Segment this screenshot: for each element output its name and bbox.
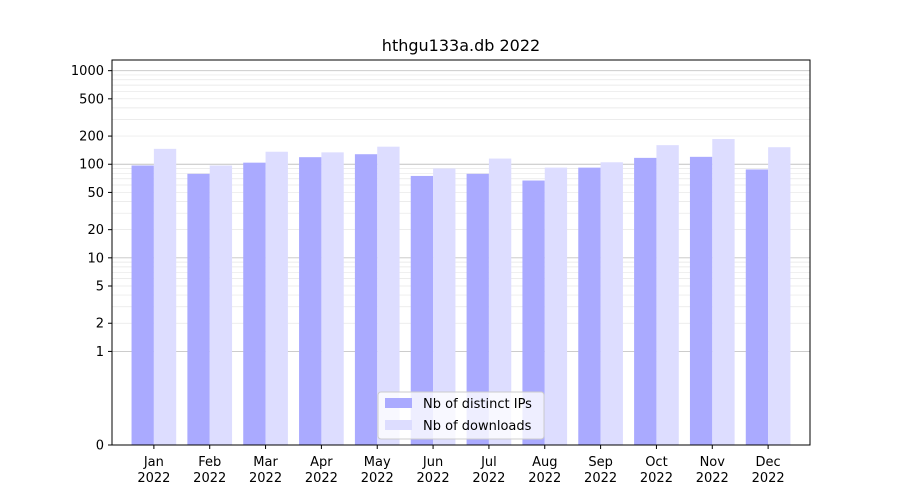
bar-downloads xyxy=(433,168,456,445)
x-axis: Jan2022Feb2022Mar2022Apr2022May2022Jun20… xyxy=(137,445,785,486)
bars xyxy=(131,139,791,446)
bar-downloads xyxy=(209,165,233,446)
bar-downloads xyxy=(656,145,679,445)
y-tick-label: 20 xyxy=(87,223,104,238)
y-tick-label: 2 xyxy=(96,317,104,332)
legend-swatch-distinct-ips xyxy=(385,398,412,408)
bar-distinct-ips xyxy=(299,157,322,445)
bar-distinct-ips xyxy=(578,167,601,445)
bar-downloads xyxy=(321,152,344,445)
bar-distinct-ips xyxy=(354,154,378,446)
x-tick-label-year: 2022 xyxy=(305,471,338,486)
x-tick-label-month: Oct xyxy=(645,455,667,470)
y-axis: 0 1 2 5 10 20 50 100 200 500 1000 xyxy=(71,64,112,454)
y-tick-label: 50 xyxy=(87,186,104,201)
bar-distinct-ips xyxy=(131,165,154,446)
bar-downloads xyxy=(544,167,568,445)
legend: Nb of distinct IPs Nb of downloads xyxy=(377,391,545,440)
x-tick-label-year: 2022 xyxy=(361,471,394,486)
bar-distinct-ips xyxy=(745,169,769,446)
y-tick-label: 200 xyxy=(79,130,104,145)
x-tick-label-month: Apr xyxy=(310,455,333,470)
x-tick-label-year: 2022 xyxy=(696,471,729,486)
x-tick-label-month: Jan xyxy=(143,455,164,470)
y-tick-label: 5 xyxy=(96,280,104,295)
bar-distinct-ips xyxy=(243,162,266,445)
legend-swatch-downloads xyxy=(385,420,412,430)
plot-frame xyxy=(111,59,811,446)
bar-downloads xyxy=(377,146,400,446)
x-tick-label-month: Sep xyxy=(588,455,613,470)
bar-downloads xyxy=(153,148,177,445)
bar-distinct-ips xyxy=(634,157,657,446)
bar-downloads xyxy=(488,158,512,445)
bar-distinct-ips xyxy=(410,175,434,445)
bar-downloads xyxy=(265,151,288,445)
x-tick-label-month: May xyxy=(364,455,391,470)
bar-distinct-ips xyxy=(187,173,210,446)
x-tick-label-month: Nov xyxy=(700,455,726,470)
x-tick-label-month: Dec xyxy=(756,455,781,470)
x-tick-label-month: Mar xyxy=(253,455,278,470)
x-tick-label-year: 2022 xyxy=(528,471,561,486)
y-tick-label: 10 xyxy=(87,251,104,266)
x-tick-label-year: 2022 xyxy=(472,471,505,486)
bar-distinct-ips xyxy=(522,180,545,446)
bar-downloads xyxy=(768,147,791,445)
chart-title: hthgu133a.db 2022 xyxy=(382,36,540,55)
x-tick-label-year: 2022 xyxy=(193,471,226,486)
x-tick-label-month: Jul xyxy=(480,455,497,470)
y-tick-label: 100 xyxy=(79,158,104,173)
legend-label-distinct-ips: Nb of distinct IPs xyxy=(423,397,532,412)
x-tick-label-year: 2022 xyxy=(640,471,673,486)
y-tick-label: 1 xyxy=(96,345,104,360)
bar-downloads xyxy=(712,139,735,445)
x-tick-label-year: 2022 xyxy=(752,471,785,486)
x-tick-label-month: Feb xyxy=(198,455,221,470)
bar-downloads xyxy=(600,162,623,446)
y-tick-label: 0 xyxy=(96,439,104,454)
x-tick-label-month: Aug xyxy=(532,455,557,470)
x-tick-label-year: 2022 xyxy=(584,471,617,486)
x-tick-label-year: 2022 xyxy=(137,471,170,486)
bar-distinct-ips xyxy=(689,156,713,446)
x-tick-label-year: 2022 xyxy=(249,471,282,486)
x-tick-label-month: Jun xyxy=(422,455,443,470)
bar-distinct-ips xyxy=(466,173,489,446)
y-tick-label: 1000 xyxy=(71,64,104,79)
y-tick-label: 500 xyxy=(79,92,104,107)
x-tick-label-year: 2022 xyxy=(417,471,450,486)
legend-label-downloads: Nb of downloads xyxy=(423,419,532,434)
legend-box xyxy=(377,391,545,440)
